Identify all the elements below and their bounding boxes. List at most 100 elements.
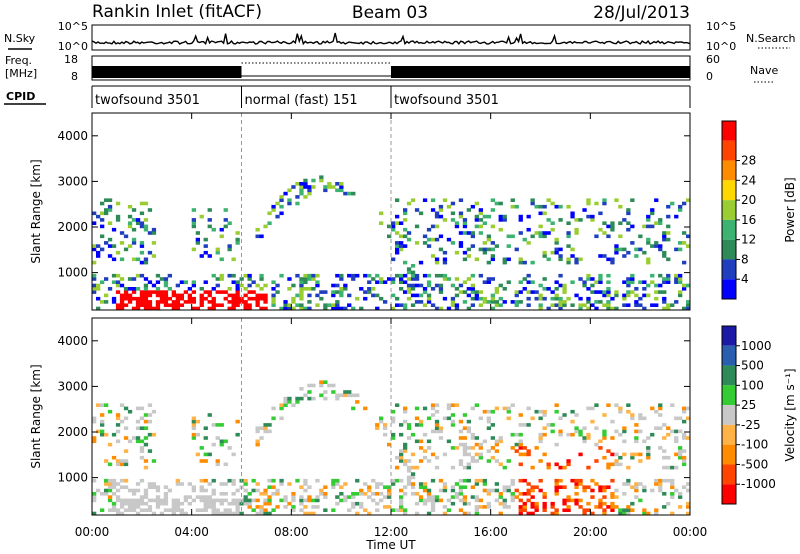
- rti-cell: [466, 511, 471, 516]
- rti-cell: [434, 426, 440, 430]
- rti-cell: [263, 283, 268, 288]
- rti-cell: [410, 485, 416, 489]
- rti-cell: [135, 406, 141, 411]
- rti-cell: [147, 403, 153, 407]
- rti-cell: [223, 208, 228, 212]
- rti-cell: [474, 214, 479, 219]
- rti-cell: [542, 211, 547, 216]
- rti-cell: [111, 432, 117, 437]
- rti-cell: [682, 449, 687, 453]
- rti-cell: [104, 241, 109, 245]
- rti-cell: [662, 436, 667, 440]
- rti-cell: [159, 277, 165, 281]
- rti-cell: [578, 429, 583, 434]
- rti-cell: [131, 306, 137, 311]
- rti-cell: [119, 505, 125, 509]
- rti-cell: [542, 501, 547, 506]
- rti-cell: [474, 482, 479, 486]
- rti-cell: [139, 293, 145, 298]
- rti-cell: [518, 413, 523, 417]
- rti-cell: [395, 241, 400, 245]
- rti-cell: [518, 260, 523, 265]
- rti-cell: [454, 446, 460, 450]
- rti-cell: [530, 416, 535, 421]
- rti-cell: [666, 237, 671, 242]
- nsky-tick-low: 10^0: [58, 40, 88, 53]
- rti-cell: [235, 303, 240, 307]
- x-tick-label: 16:00: [473, 525, 508, 539]
- rti-cell: [231, 501, 236, 506]
- rti-cell: [335, 283, 340, 288]
- rti-cell: [271, 485, 276, 489]
- rti-cell: [343, 498, 348, 503]
- rti-cell: [586, 306, 591, 311]
- rti-cell: [678, 241, 683, 245]
- rti-cell: [259, 293, 264, 298]
- rti-cell: [143, 436, 149, 440]
- rti-cell: [466, 426, 471, 430]
- rti-cell: [327, 185, 332, 189]
- rti-cell: [335, 478, 340, 483]
- rti-cell: [686, 244, 691, 248]
- rti-cell: [518, 439, 523, 444]
- colorbar-swatch: [722, 464, 736, 485]
- rti-cell: [223, 290, 228, 294]
- rti-cell: [634, 439, 639, 444]
- rti-cell: [211, 296, 216, 301]
- rti-cell: [315, 280, 320, 284]
- rti-cell: [379, 482, 384, 486]
- rti-cell: [678, 273, 683, 278]
- rti-cell: [323, 303, 328, 307]
- rti-cell: [399, 488, 404, 493]
- rti-cell: [155, 293, 161, 298]
- rti-cell: [111, 501, 117, 506]
- colorbar-swatch: [722, 444, 736, 465]
- rti-cell: [151, 409, 157, 414]
- rti-cell: [147, 231, 153, 235]
- rti-cell: [387, 442, 392, 447]
- rti-cell: [155, 306, 161, 311]
- rti-cell: [478, 296, 483, 301]
- rti-cell: [211, 508, 216, 512]
- rti-cell: [299, 188, 304, 193]
- rti-cell: [674, 436, 679, 440]
- rti-cell: [414, 501, 420, 506]
- rti-cell: [530, 465, 535, 470]
- rti-cell: [363, 290, 368, 294]
- rti-cell: [422, 485, 428, 489]
- rti-cell: [630, 273, 635, 278]
- rti-cell: [446, 439, 452, 444]
- rti-cell: [147, 290, 153, 294]
- rti-cell: [247, 296, 252, 301]
- rti-cell: [474, 511, 479, 516]
- rti-cell: [538, 306, 543, 311]
- rti-cell: [662, 449, 667, 453]
- rti-cell: [191, 306, 196, 311]
- rti-cell: [458, 492, 464, 496]
- rti-cell: [410, 452, 416, 457]
- rti-cell: [263, 296, 268, 301]
- rti-cell: [438, 234, 444, 239]
- rti-cell: [291, 495, 296, 499]
- rti-cell: [163, 508, 169, 512]
- rti-cell: [151, 459, 157, 463]
- rti-cell: [550, 221, 555, 225]
- rti-cell: [474, 296, 479, 301]
- rti-cell: [307, 185, 312, 189]
- rti-cell: [191, 416, 196, 421]
- rti-cell: [462, 250, 468, 255]
- rti-cell: [462, 280, 468, 284]
- rti-cell: [143, 257, 149, 262]
- rti-cell: [203, 296, 208, 301]
- rti-cell: [418, 423, 424, 427]
- rti-cell: [594, 201, 599, 206]
- rti-cell: [111, 482, 117, 486]
- rti-cell: [622, 247, 627, 252]
- rti-cell: [307, 191, 312, 196]
- rti-cell: [406, 201, 412, 206]
- rti-cell: [271, 293, 276, 298]
- rti-cell: [454, 221, 460, 225]
- rti-cell: [526, 296, 531, 301]
- rti-cell: [171, 505, 176, 509]
- rti-cell: [610, 478, 615, 483]
